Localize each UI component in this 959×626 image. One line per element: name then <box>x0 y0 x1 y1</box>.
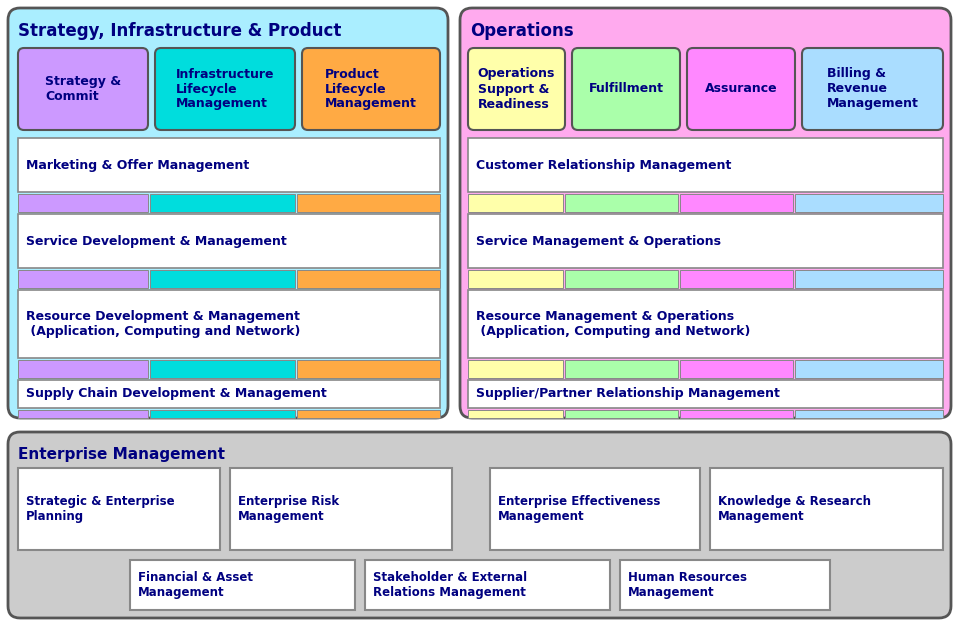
FancyBboxPatch shape <box>687 48 795 130</box>
Text: Human Resources
Management: Human Resources Management <box>628 571 747 599</box>
Bar <box>565 194 678 212</box>
Bar <box>565 410 678 418</box>
Bar <box>795 410 943 418</box>
FancyBboxPatch shape <box>468 48 565 130</box>
Bar <box>365 560 610 610</box>
Text: Strategy, Infrastructure & Product: Strategy, Infrastructure & Product <box>18 22 341 40</box>
Bar <box>150 270 295 288</box>
Bar <box>468 290 943 358</box>
Bar <box>565 270 678 288</box>
Bar <box>18 290 440 358</box>
Bar <box>18 380 440 408</box>
Text: Customer Relationship Management: Customer Relationship Management <box>476 158 732 172</box>
Bar <box>18 138 440 192</box>
Text: Supply Chain Development & Management: Supply Chain Development & Management <box>26 387 327 401</box>
Bar <box>18 214 440 268</box>
Text: Marketing & Offer Management: Marketing & Offer Management <box>26 158 249 172</box>
FancyBboxPatch shape <box>460 8 951 418</box>
Text: Enterprise Risk
Management: Enterprise Risk Management <box>238 495 339 523</box>
Bar <box>130 560 355 610</box>
Bar <box>18 360 148 378</box>
Bar <box>150 360 295 378</box>
Bar <box>150 194 295 212</box>
FancyBboxPatch shape <box>18 48 148 130</box>
Bar <box>150 410 295 418</box>
Bar <box>468 194 563 212</box>
FancyBboxPatch shape <box>8 432 951 618</box>
FancyBboxPatch shape <box>302 48 440 130</box>
FancyBboxPatch shape <box>8 8 448 418</box>
Text: Assurance: Assurance <box>705 83 778 96</box>
Bar <box>468 138 943 192</box>
Text: Product
Lifecycle
Management: Product Lifecycle Management <box>325 68 417 111</box>
Text: Financial & Asset
Management: Financial & Asset Management <box>138 571 253 599</box>
Bar <box>18 194 148 212</box>
Bar <box>297 360 440 378</box>
Bar <box>795 194 943 212</box>
Bar <box>18 410 148 418</box>
Bar <box>468 270 563 288</box>
Bar <box>297 410 440 418</box>
Bar <box>297 270 440 288</box>
Bar <box>230 468 452 550</box>
Bar <box>18 468 220 550</box>
Text: Operations
Support &
Readiness: Operations Support & Readiness <box>478 68 555 111</box>
Bar <box>680 360 793 378</box>
Text: Resource Management & Operations
 (Application, Computing and Network): Resource Management & Operations (Applic… <box>476 310 750 338</box>
Text: Fulfillment: Fulfillment <box>589 83 664 96</box>
Bar <box>468 360 563 378</box>
Bar <box>680 270 793 288</box>
Bar <box>490 468 700 550</box>
FancyBboxPatch shape <box>572 48 680 130</box>
Text: Infrastructure
Lifecycle
Management: Infrastructure Lifecycle Management <box>175 68 274 111</box>
Bar <box>795 270 943 288</box>
Bar <box>18 270 148 288</box>
FancyBboxPatch shape <box>155 48 295 130</box>
Text: Service Management & Operations: Service Management & Operations <box>476 235 721 247</box>
Bar <box>468 214 943 268</box>
Bar <box>565 360 678 378</box>
Bar <box>468 410 563 418</box>
Text: Resource Development & Management
 (Application, Computing and Network): Resource Development & Management (Appli… <box>26 310 300 338</box>
Bar <box>795 360 943 378</box>
Text: Enterprise Effectiveness
Management: Enterprise Effectiveness Management <box>498 495 661 523</box>
Text: Stakeholder & External
Relations Management: Stakeholder & External Relations Managem… <box>373 571 527 599</box>
Bar <box>680 194 793 212</box>
Bar <box>297 194 440 212</box>
Bar <box>710 468 943 550</box>
Text: Billing &
Revenue
Management: Billing & Revenue Management <box>827 68 919 111</box>
Text: Service Development & Management: Service Development & Management <box>26 235 287 247</box>
FancyBboxPatch shape <box>802 48 943 130</box>
Bar <box>680 410 793 418</box>
Text: Enterprise Management: Enterprise Management <box>18 447 225 462</box>
Text: Operations: Operations <box>470 22 573 40</box>
Text: Strategic & Enterprise
Planning: Strategic & Enterprise Planning <box>26 495 175 523</box>
Bar <box>468 380 943 408</box>
Bar <box>620 560 830 610</box>
Text: Strategy &
Commit: Strategy & Commit <box>45 75 121 103</box>
Text: Supplier/Partner Relationship Management: Supplier/Partner Relationship Management <box>476 387 780 401</box>
Text: Knowledge & Research
Management: Knowledge & Research Management <box>718 495 871 523</box>
